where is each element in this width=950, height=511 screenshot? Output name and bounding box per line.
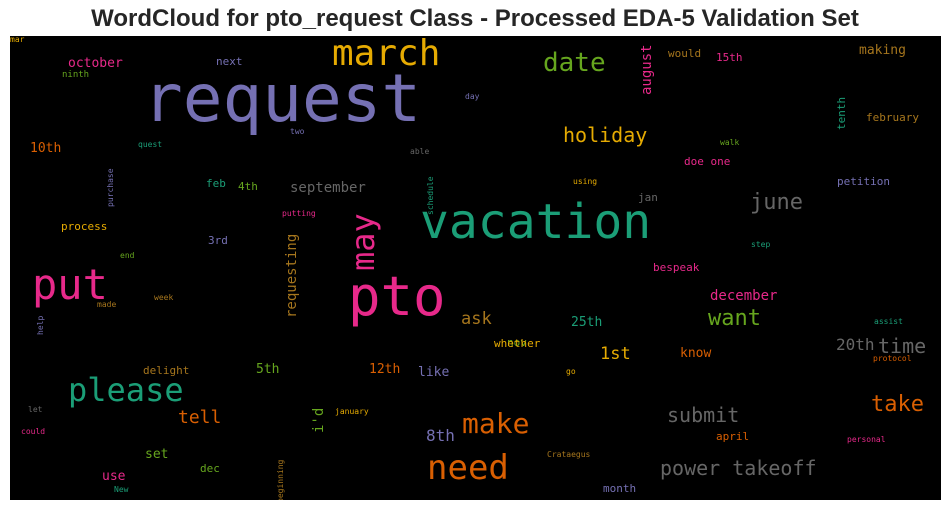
word-use: use [102,469,126,484]
word-beginning: beginning [276,460,285,500]
word-10th: 10th [30,141,62,156]
word-august: august [639,44,655,95]
word-i-d: i'd [311,408,327,434]
word-next: next [216,55,243,68]
word-whether: whether [494,337,541,350]
word-3rd: 3rd [208,234,228,247]
word-month: month [603,482,637,495]
word-tell: tell [178,407,222,428]
word-take: take [871,392,924,417]
word-8th: 8th [426,426,455,445]
word-crataegus: Crataegus [547,450,591,459]
word-make: make [462,407,530,440]
word-4th: 4th [238,180,258,193]
word-process: process [61,220,108,233]
word-help: help [36,316,45,336]
word-personal: personal [847,435,886,444]
word-doe-one: doe one [684,155,731,168]
word-power-takeoff: power takeoff [660,456,817,480]
word-tenth: tenth [835,97,848,131]
word-ask: ask [461,309,492,329]
word-would: would [668,47,702,60]
word-holiday: holiday [563,123,648,147]
word-please: please [68,371,184,409]
word-february: february [866,111,919,124]
word-time: time [878,334,927,358]
chart-title: WordCloud for pto_request Class - Proces… [91,5,859,32]
word-making: making [859,43,906,58]
word-ninth: ninth [62,70,90,80]
word-october: october [68,56,123,71]
word-cloud-canvas: request vacation pto put march need please may m… [10,36,941,500]
word-want: want [708,306,761,331]
word-like: like [418,365,450,380]
word-september: september [290,180,366,196]
word-submit: submit [667,403,740,427]
word-requesting: requesting [284,234,300,319]
word-day: day [465,92,480,101]
word-able: able [410,147,430,156]
word-two: two [290,127,305,136]
word-15th: 15th [716,51,743,64]
word-march: march [332,36,441,74]
word-bespeak: bespeak [653,261,700,274]
word-made: made [97,300,117,309]
word-set: set [145,447,169,462]
word-june: june [750,190,803,215]
word-pto: pto [348,265,446,328]
word-using: using [573,177,598,186]
word-know: know [680,346,712,361]
word-feb: feb [206,177,226,190]
word-week: week [154,293,174,302]
word-1st: 1st [600,344,631,364]
word-mar: mar [10,36,25,44]
word-12th: 12th [369,362,401,377]
word-december: december [710,288,778,304]
word-schedule: schedule [426,176,435,215]
word-jan: jan [638,191,658,204]
word-protocol: protocol [873,354,912,363]
word-walk: walk [720,138,740,147]
word-step: step [751,240,771,249]
word-20th: 20th [836,335,875,354]
word-put: put [32,260,108,309]
word-end: end [120,251,135,260]
word-date: date [543,48,606,78]
word-petition: petition [837,175,890,188]
word-assist: assist [874,317,903,326]
word-dec: dec [200,462,220,475]
word-vacation: vacation [420,194,652,250]
word-go: go [566,367,576,376]
word-nov: nov [507,336,527,349]
word-may: may [344,213,382,271]
word-5th: 5th [256,362,280,377]
word-april: april [716,430,750,443]
word-new: New [114,485,129,494]
word-putting: putting [282,209,316,218]
word-january: january [335,407,369,416]
word-purchase: purchase [106,168,115,207]
word-delight: delight [143,364,190,377]
word-need: need [427,448,509,488]
word-could: could [21,427,46,436]
word-request: request [143,60,422,137]
word-let: let [28,405,43,414]
word-25th: 25th [571,315,603,330]
word-quest: quest [138,140,163,149]
